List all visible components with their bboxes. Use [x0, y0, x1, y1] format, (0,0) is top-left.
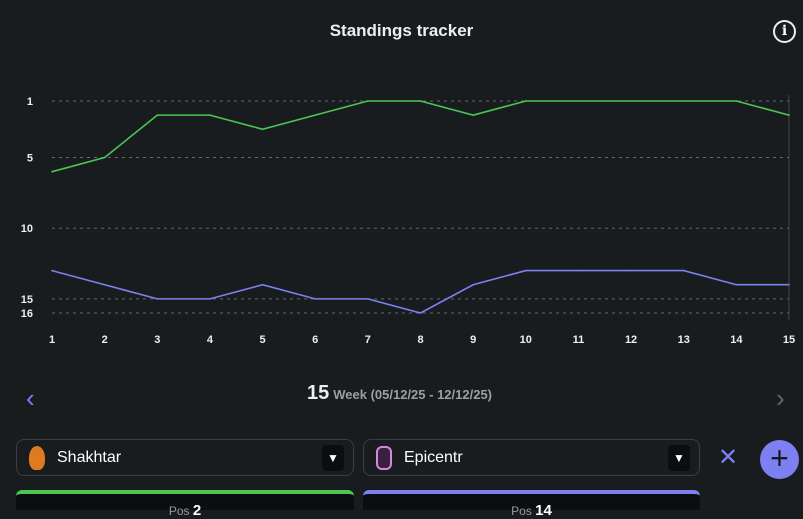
week-range: Week (05/12/25 - 12/12/25): [333, 387, 493, 402]
data-point: [103, 156, 106, 159]
week-label: 15 Week (05/12/25 - 12/12/25): [307, 382, 492, 405]
next-week-button[interactable]: ›: [776, 383, 785, 413]
chevron-down-icon[interactable]: ▼: [668, 444, 690, 471]
data-point: [788, 114, 790, 116]
x-tick-label: 11: [573, 334, 585, 346]
data-point: [209, 114, 211, 116]
x-tick-label: 12: [625, 334, 637, 346]
team-select-2[interactable]: Epicentr ▼: [363, 439, 700, 476]
x-tick-label: 7: [365, 334, 371, 346]
pos-label: Pos: [168, 504, 190, 518]
x-tick-label: 5: [260, 334, 266, 346]
data-point: [261, 283, 264, 286]
x-tick-label: 1: [49, 334, 55, 346]
series-line-epicentr: [51, 269, 789, 314]
data-point: [472, 114, 474, 116]
prev-week-button[interactable]: ‹: [26, 383, 35, 413]
data-point: [156, 114, 159, 116]
team-card-2: Pos 14: [363, 490, 700, 519]
data-point: [524, 100, 527, 102]
series-line-shakhtar: [51, 100, 790, 173]
data-point: [51, 269, 53, 272]
data-point: [630, 269, 632, 272]
team-card-1: Pos 2: [16, 490, 354, 519]
data-point: [682, 100, 685, 102]
data-point: [577, 269, 580, 272]
team-name: Shakhtar: [57, 448, 122, 466]
y-tick-label: 10: [21, 223, 33, 235]
data-point: [735, 100, 738, 102]
pos-label: Pos: [511, 504, 532, 518]
x-tick-label: 15: [783, 334, 795, 346]
y-tick-label: 1: [27, 96, 33, 108]
data-point: [367, 100, 369, 102]
x-tick-label: 13: [678, 334, 690, 346]
y-tick-label: 15: [21, 294, 33, 306]
y-tick-label: 5: [27, 153, 33, 165]
x-tick-label: 14: [730, 334, 743, 346]
data-point: [682, 269, 685, 272]
team-name: Epicentr: [404, 448, 463, 466]
remove-team-button[interactable]: ✕: [718, 444, 739, 471]
info-icon[interactable]: i: [773, 20, 796, 43]
add-team-button[interactable]: +: [760, 440, 799, 479]
data-point: [367, 298, 369, 300]
page-title: Standings tracker: [329, 21, 474, 40]
data-point: [419, 312, 422, 314]
data-point: [156, 298, 159, 300]
data-point: [472, 283, 474, 286]
data-point: [788, 283, 790, 286]
x-tick-label: 9: [470, 334, 476, 346]
epicentr-logo-icon: [376, 445, 392, 470]
x-tick-label: 6: [312, 334, 318, 346]
pos-value: 14: [535, 502, 552, 519]
data-point: [103, 283, 106, 286]
team-select-1[interactable]: Shakhtar ▼: [16, 439, 354, 476]
week-number: 15: [307, 382, 330, 404]
chevron-down-icon[interactable]: ▼: [322, 444, 344, 471]
y-tick-label: 16: [21, 308, 33, 320]
data-point: [314, 298, 317, 300]
x-tick-label: 4: [207, 334, 214, 346]
x-tick-label: 10: [520, 334, 532, 346]
data-point: [524, 269, 527, 272]
shakhtar-logo-icon: [29, 445, 45, 470]
data-point: [209, 298, 211, 300]
data-point: [577, 100, 580, 102]
data-point: [735, 283, 738, 286]
data-point: [314, 114, 317, 116]
x-tick-label: 2: [102, 334, 108, 346]
data-point: [630, 100, 632, 102]
data-point: [419, 100, 422, 102]
data-point: [51, 170, 53, 173]
pos-value: 2: [192, 502, 202, 519]
data-point: [261, 128, 264, 131]
x-tick-label: 3: [154, 334, 160, 346]
x-tick-label: 8: [417, 334, 423, 346]
